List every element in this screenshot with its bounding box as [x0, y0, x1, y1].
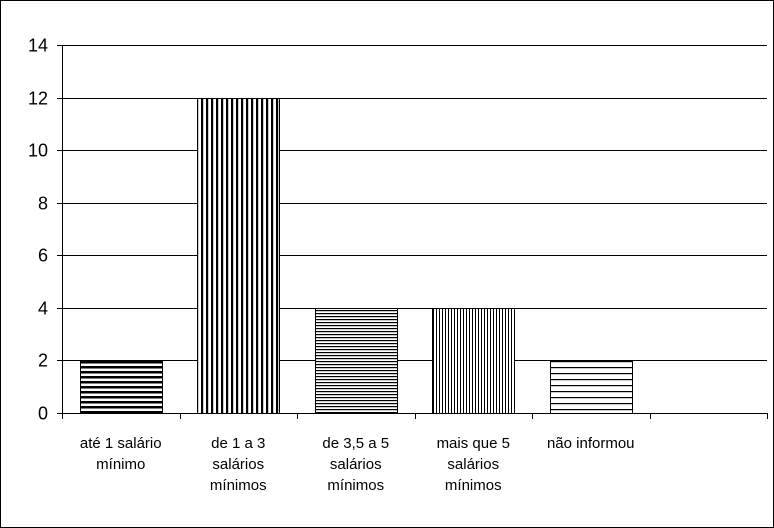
x-category-label-3: de 3,5 a 5 salários mínimos	[322, 435, 389, 494]
x-category-label-line: até 1 salário	[80, 435, 162, 452]
x-category-label-line: mais que 5	[437, 435, 510, 452]
bars	[80, 98, 633, 414]
x-category-label-line: mínimos	[445, 477, 502, 494]
y-tick-label-6: 6	[38, 246, 48, 266]
bar-3	[315, 308, 398, 414]
y-tick-label-14: 14	[28, 36, 48, 56]
x-category-label-5: não informou	[547, 435, 635, 452]
y-tick-label-10: 10	[28, 141, 48, 161]
y-tick-label-8: 8	[38, 194, 48, 214]
x-category-label-line: não informou	[547, 435, 635, 452]
x-category-label-line: de 1 a 3	[211, 435, 265, 452]
gridlines	[62, 45, 767, 361]
x-category-label-line: mínimo	[96, 456, 145, 473]
x-category-label-line: salários	[330, 456, 382, 473]
y-tick-label-0: 0	[38, 404, 48, 424]
x-category-label-2: de 1 a 3 salários mínimos	[210, 435, 267, 494]
x-category-label-4: mais que 5 salários mínimos	[437, 435, 510, 494]
bar-5	[550, 360, 633, 414]
y-tick-label-12: 12	[28, 89, 48, 109]
bar-4	[432, 308, 515, 414]
x-category-label-line: mínimos	[210, 477, 267, 494]
axes	[57, 45, 768, 419]
y-tick-label-2: 2	[38, 351, 48, 371]
x-category-label-1: até 1 salário mínimo	[80, 435, 162, 473]
x-category-label-line: mínimos	[327, 477, 384, 494]
y-tick-label-4: 4	[38, 299, 48, 319]
x-category-label-line: salários	[447, 456, 499, 473]
bar-1	[80, 360, 163, 414]
x-category-label-line: de 3,5 a 5	[322, 435, 389, 452]
labels: 0 2 4 6 8 10 12 14 até 1 salário mínimo de 1 a 3 sa…	[28, 36, 635, 495]
bar-2	[197, 98, 280, 414]
x-category-label-line: salários	[212, 456, 264, 473]
